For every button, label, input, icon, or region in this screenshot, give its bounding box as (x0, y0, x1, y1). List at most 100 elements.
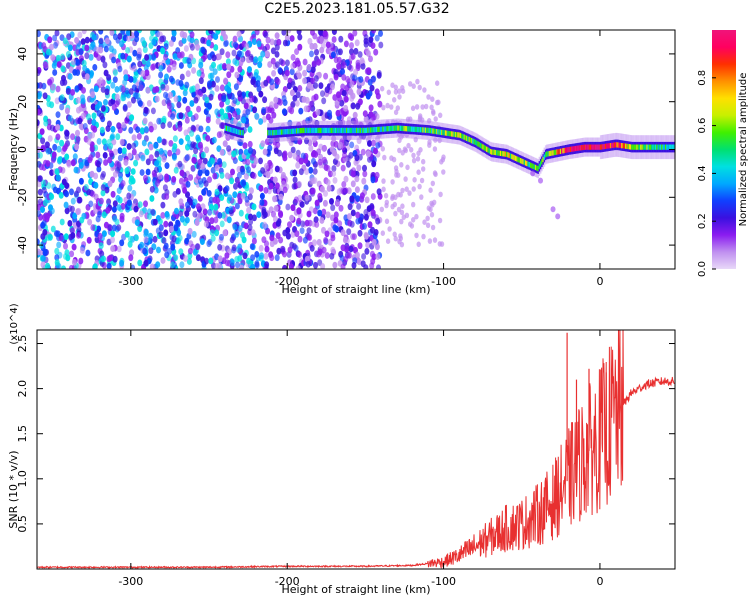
noise-cell (386, 89, 391, 96)
noise-cell (52, 186, 58, 194)
trace-core (352, 127, 354, 134)
trace-core (421, 127, 423, 133)
noise-cell (62, 145, 68, 152)
noise-cell (309, 188, 314, 195)
noise-cell (211, 61, 216, 69)
noise-cell (223, 112, 229, 120)
bottom-ytick-label: 0.5 (16, 515, 29, 533)
noise-cell (374, 171, 380, 179)
trace-core (607, 143, 609, 149)
noise-cell (76, 232, 81, 239)
noise-cell (134, 219, 140, 227)
noise-cell (285, 232, 291, 240)
trace-core (331, 127, 333, 134)
noise-cell (224, 252, 230, 259)
trace-core (524, 160, 527, 166)
noise-cell (295, 91, 301, 99)
noise-cell (73, 190, 79, 198)
noise-cell (201, 86, 207, 94)
noise-cell (76, 106, 81, 114)
trace-core (622, 143, 625, 149)
bottom-y-multiplier: (x10^4) (9, 303, 20, 344)
trace-core (336, 127, 338, 134)
noise-cell (200, 203, 206, 211)
noise-cell (392, 97, 397, 103)
noise-cell (208, 30, 214, 35)
noise-cell (95, 215, 101, 223)
noise-cell (70, 58, 76, 66)
trace-core (423, 127, 426, 133)
noise-cell (297, 235, 303, 243)
bottom-xtick-label: -200 (275, 575, 300, 588)
trace-core (521, 158, 523, 164)
noise-cell (37, 188, 43, 196)
noise-cell (360, 148, 366, 156)
noise-cell (160, 201, 166, 209)
noise-cell (397, 88, 402, 94)
noise-cell (314, 119, 320, 127)
trace-core (443, 130, 446, 136)
noise-cell (284, 34, 290, 41)
noise-cell (60, 53, 65, 61)
noise-cell (81, 30, 87, 35)
noise-cell (332, 261, 338, 269)
noise-cell (171, 176, 177, 183)
noise-cell (230, 168, 235, 176)
noise-cell (46, 182, 52, 190)
trace-core (594, 144, 597, 150)
noise-cell (70, 133, 76, 141)
noise-cell (131, 96, 136, 104)
noise-cell (102, 152, 108, 159)
noise-cell (289, 35, 295, 42)
trace-core (558, 148, 561, 155)
trace-core (343, 127, 346, 134)
trace-core (296, 128, 298, 134)
noise-cell (232, 35, 238, 43)
noise-cell (290, 146, 296, 154)
noise-cell (89, 170, 95, 178)
trace-core (227, 126, 229, 132)
noise-cell (189, 130, 195, 137)
trace-core (641, 144, 643, 150)
noise-cell (238, 139, 244, 147)
trace-core (242, 130, 244, 136)
trace-core (640, 144, 642, 150)
trace-core (663, 144, 666, 150)
noise-cell (307, 234, 313, 241)
noise-cell (173, 95, 179, 103)
noise-cell (131, 148, 137, 156)
noise-cell (163, 220, 169, 228)
noise-cell (376, 264, 381, 269)
noise-cell (430, 180, 435, 187)
noise-cell (50, 156, 56, 164)
trace-core (673, 144, 675, 150)
noise-cell (150, 30, 156, 36)
noise-cell (37, 152, 43, 159)
noise-cell (144, 54, 150, 61)
noise-cell (198, 77, 204, 85)
top-xtick-label: 0 (596, 275, 603, 288)
noise-cell (103, 221, 109, 229)
noise-cell (213, 203, 219, 211)
trace-core (492, 149, 494, 155)
noise-cell (143, 259, 149, 267)
noise-cell (54, 254, 60, 261)
trace-core (541, 159, 543, 165)
noise-cell (76, 196, 82, 204)
noise-cell (238, 75, 244, 83)
noise-cell (371, 30, 377, 34)
trace-core (326, 127, 328, 134)
noise-cell (69, 205, 75, 213)
noise-cell (246, 257, 252, 265)
noise-cell (137, 60, 143, 68)
noise-cell (204, 257, 209, 265)
noise-cell (379, 206, 384, 213)
noise-cell (160, 212, 166, 219)
noise-cell (263, 79, 269, 87)
trace-core (285, 129, 288, 135)
noise-cell (100, 86, 106, 93)
noise-cell (367, 79, 373, 86)
noise-cell (310, 66, 316, 74)
trace-core (476, 140, 478, 146)
trace-core (668, 144, 671, 150)
